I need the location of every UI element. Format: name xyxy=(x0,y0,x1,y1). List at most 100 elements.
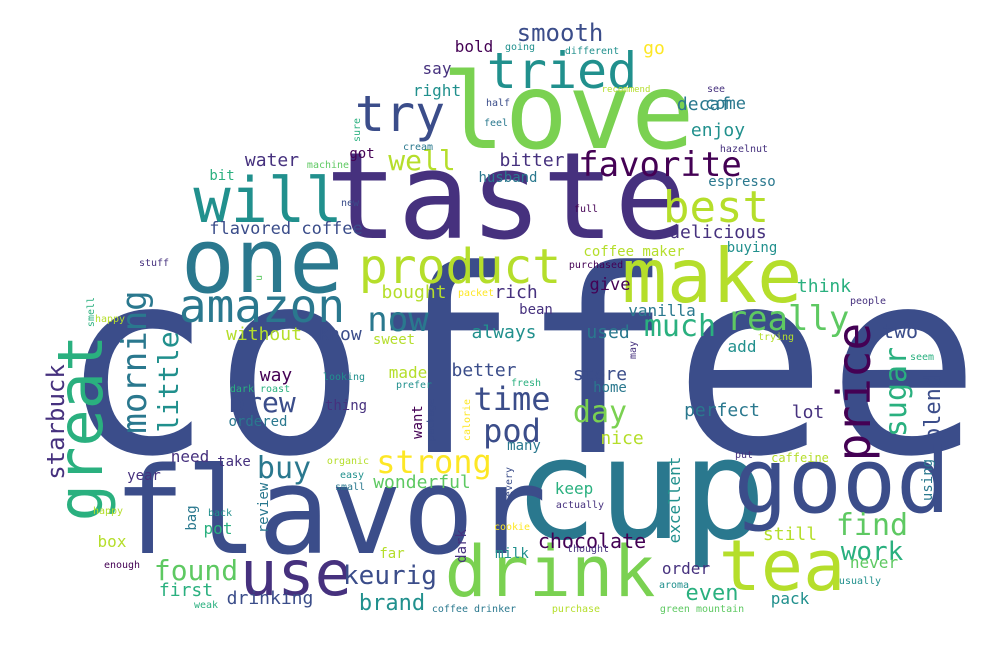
word-price: price xyxy=(827,323,881,461)
word-espresso: espresso xyxy=(708,174,775,190)
word-small: small xyxy=(335,482,365,493)
word-bean: bean xyxy=(519,302,553,318)
word-well: well xyxy=(388,144,455,177)
word-morning: morning xyxy=(115,290,155,433)
word-found: found xyxy=(154,554,238,587)
word-every: every xyxy=(504,467,515,497)
word-drinking: drinking xyxy=(227,588,314,609)
word-hazelnut: hazelnut xyxy=(720,144,768,155)
word-blend: blend xyxy=(921,375,946,441)
word-wonderful: wonderful xyxy=(373,472,471,493)
word-starbuck: starbuck xyxy=(42,364,70,480)
word-fresh: fresh xyxy=(511,378,541,389)
word-product: product xyxy=(359,239,561,295)
word-brew: brew xyxy=(228,386,296,419)
word-never: never xyxy=(850,553,899,572)
word-dark: dark xyxy=(454,529,470,563)
word-time: time xyxy=(473,380,550,418)
word-say: say xyxy=(423,59,452,78)
word-coffee-maker: coffee maker xyxy=(583,244,684,260)
word-take: take xyxy=(217,454,251,470)
word-smell: smell xyxy=(86,297,97,327)
word-make: make xyxy=(622,232,803,320)
word-review: review xyxy=(256,482,272,533)
word-find: find xyxy=(836,508,908,543)
word-strong: strong xyxy=(376,443,492,481)
word-thought: thought xyxy=(567,544,609,555)
word-dark-roast: dark roast xyxy=(230,384,290,395)
word-many: many xyxy=(507,438,541,454)
word-new: new xyxy=(341,198,360,209)
word-buying: buying xyxy=(727,240,778,256)
word-day: day xyxy=(573,395,627,430)
word-year: year xyxy=(127,468,161,484)
word-got: got xyxy=(349,146,374,162)
word-without: without xyxy=(226,324,302,345)
word-ordered: ordered xyxy=(228,414,287,430)
word-bitter: bitter xyxy=(499,150,564,171)
word-decaf: decaf xyxy=(677,94,731,115)
word-people: people xyxy=(850,296,886,307)
word-use: use xyxy=(240,537,352,610)
word-enough: enough xyxy=(104,560,140,571)
word-sure: sure xyxy=(352,118,363,142)
word-used: used xyxy=(586,322,629,343)
word-vanilla: vanilla xyxy=(628,301,695,320)
word-right: right xyxy=(413,81,461,100)
word-caffeine: caffeine xyxy=(771,451,829,465)
word-green-mountain: green mountain xyxy=(660,604,744,615)
word-prefer: prefer xyxy=(396,380,432,391)
word-work: work xyxy=(841,537,904,567)
word-weak: weak xyxy=(194,600,218,611)
word-far: far xyxy=(379,546,404,562)
word-flavor: flavor xyxy=(113,443,546,582)
word-enjoy: enjoy xyxy=(691,120,745,141)
word-better: better xyxy=(451,360,516,381)
word-recommend: recommend xyxy=(602,85,651,95)
word-tried: tried xyxy=(487,42,638,100)
word-need: need xyxy=(171,447,210,466)
word-easy: easy xyxy=(340,470,364,481)
word-think: think xyxy=(797,276,851,297)
word-may: may xyxy=(628,341,639,359)
word-bag: bag xyxy=(184,505,200,530)
word-perfect: perfect xyxy=(684,400,760,421)
word-water: water xyxy=(245,150,299,171)
word-thing: thing xyxy=(325,398,367,414)
word-feel: feel xyxy=(484,118,508,129)
word-seem: seem xyxy=(910,352,934,363)
word-home: home xyxy=(593,380,627,396)
word-always: always xyxy=(471,322,536,343)
word-happy: happy xyxy=(95,314,125,325)
word-keep: keep xyxy=(555,479,594,498)
word-rich: rich xyxy=(494,282,537,303)
word-flavored-coffee: flavored coffee xyxy=(209,219,363,239)
word-coffee: coffee xyxy=(59,216,980,513)
word-different: different xyxy=(565,46,619,57)
word-cookie: cookie xyxy=(494,522,530,533)
word-sweet: sweet xyxy=(373,332,415,348)
word-purchase: purchase xyxy=(552,604,600,615)
word-come: come xyxy=(705,94,746,114)
word-organic: organic xyxy=(327,456,369,467)
word-best: best xyxy=(663,182,769,233)
word-box: box xyxy=(98,532,127,551)
word-first: first xyxy=(159,580,213,601)
word-amazon: amazon xyxy=(179,279,345,333)
word-want: want xyxy=(410,405,426,439)
word-put: put xyxy=(735,450,753,461)
word-nice: nice xyxy=(600,428,643,449)
word-much: much xyxy=(644,309,716,344)
word-husband: husband xyxy=(478,170,537,186)
word-buy: buy xyxy=(257,451,311,486)
word-packet: packet xyxy=(458,288,494,299)
word-using: using xyxy=(920,459,936,501)
word-brand: brand xyxy=(359,591,425,616)
word-back: back xyxy=(208,508,232,519)
word-bit: bit xyxy=(209,168,234,184)
word-add: add xyxy=(728,337,757,356)
word-tea: tea xyxy=(719,525,845,607)
word-good: good xyxy=(734,429,951,534)
